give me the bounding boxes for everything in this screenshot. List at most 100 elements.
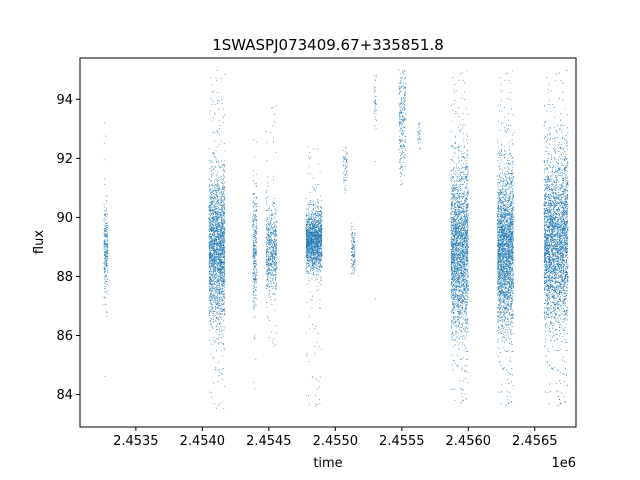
data-point: [208, 299, 210, 301]
data-point: [106, 285, 108, 287]
data-point: [254, 217, 256, 218]
data-point: [221, 229, 222, 230]
data-point: [211, 286, 213, 287]
data-point: [105, 213, 107, 215]
data-point: [274, 250, 276, 251]
data-point: [212, 241, 213, 242]
data-point: [321, 200, 323, 201]
data-point: [219, 255, 220, 257]
data-point: [273, 345, 275, 347]
data-point: [310, 268, 312, 270]
data-point: [212, 358, 214, 360]
data-point: [220, 271, 222, 273]
data-point: [221, 194, 223, 195]
data-point: [311, 239, 313, 240]
data-point: [276, 257, 278, 259]
data-point: [309, 229, 310, 231]
data-point: [222, 310, 224, 312]
data-point: [219, 290, 221, 292]
data-point: [315, 239, 317, 241]
data-point: [310, 229, 312, 231]
data-point: [223, 262, 225, 264]
data-point: [103, 204, 105, 205]
data-point: [221, 291, 222, 293]
data-point: [208, 244, 210, 246]
data-point: [221, 230, 223, 231]
data-point: [321, 242, 322, 244]
data-point: [268, 242, 269, 244]
data-point: [271, 288, 273, 290]
data-point: [222, 225, 224, 227]
data-point: [345, 148, 347, 149]
data-point: [217, 223, 219, 225]
data-point: [313, 208, 315, 210]
data-point: [209, 252, 211, 254]
data-point: [215, 369, 217, 371]
data-point: [320, 210, 321, 212]
data-point: [211, 227, 213, 229]
data-point: [310, 231, 312, 233]
data-point: [311, 226, 313, 228]
data-point: [312, 204, 314, 205]
data-point: [316, 254, 318, 256]
data-point: [314, 234, 316, 236]
data-point: [307, 232, 309, 233]
data-point: [266, 272, 267, 274]
data-point: [215, 244, 217, 246]
data-point: [308, 395, 309, 397]
data-point: [210, 267, 212, 269]
data-point: [213, 230, 215, 232]
data-point: [214, 230, 216, 232]
data-point: [317, 237, 319, 239]
data-point: [215, 369, 217, 370]
data-point: [209, 246, 210, 248]
data-point: [210, 196, 212, 197]
data-point: [321, 238, 323, 239]
data-point: [215, 292, 217, 293]
data-point: [210, 281, 211, 283]
data-point: [268, 232, 270, 234]
data-point: [252, 248, 254, 250]
data-point: [270, 280, 271, 282]
data-point: [305, 234, 307, 236]
data-point: [219, 222, 221, 223]
data-point: [270, 253, 272, 254]
data-point: [254, 235, 256, 236]
data-point: [221, 342, 223, 344]
data-point: [219, 231, 221, 232]
data-point: [217, 230, 219, 232]
data-point: [104, 263, 105, 265]
data-point: [220, 273, 222, 275]
data-point: [211, 220, 213, 222]
data-point: [308, 225, 309, 227]
data-point: [222, 200, 224, 202]
chart-title: 1SWASPJ073409.67+335851.8: [212, 36, 444, 54]
data-point: [276, 269, 277, 271]
data-point: [317, 245, 318, 247]
data-point: [211, 245, 213, 247]
data-point: [212, 266, 214, 268]
data-point: [215, 207, 217, 209]
data-point: [255, 261, 257, 263]
data-point: [344, 156, 346, 158]
data-point: [316, 268, 318, 269]
data-point: [273, 257, 274, 259]
data-point: [313, 205, 314, 206]
data-point: [315, 258, 317, 260]
data-point: [105, 209, 107, 211]
data-point: [221, 373, 223, 375]
data-point: [275, 272, 277, 273]
data-point: [273, 258, 275, 260]
data-point: [267, 286, 269, 287]
data-point: [212, 250, 214, 252]
data-point: [104, 183, 106, 185]
data-point: [104, 230, 105, 232]
data-point: [212, 326, 213, 328]
data-point: [271, 231, 272, 233]
data-point: [213, 222, 215, 223]
data-point: [318, 266, 319, 267]
data-point: [312, 244, 314, 246]
data-point: [218, 280, 219, 282]
data-point: [253, 255, 254, 257]
data-point: [213, 252, 215, 253]
